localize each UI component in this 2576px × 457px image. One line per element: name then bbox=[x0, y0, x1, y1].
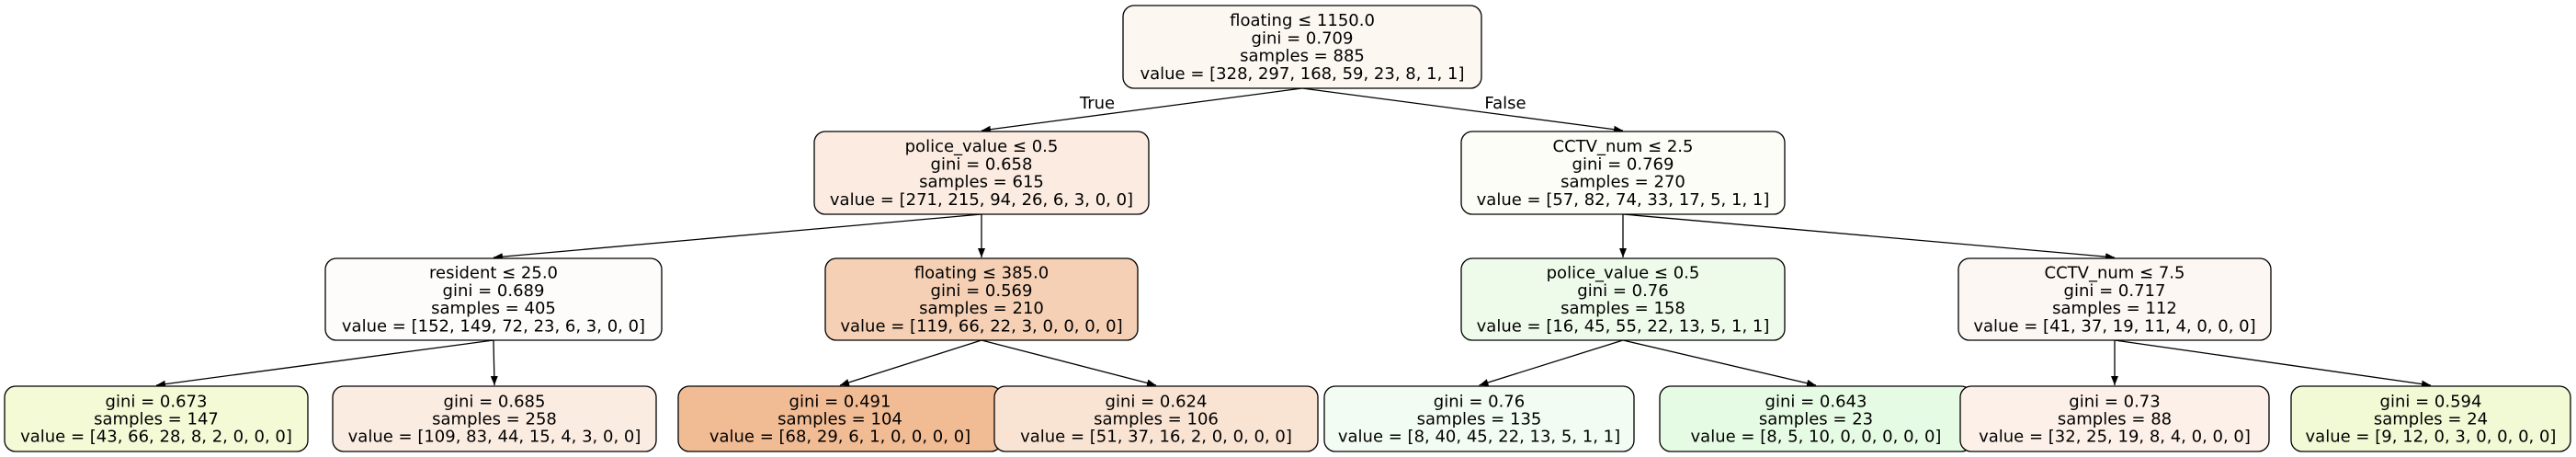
node-samples: samples = 258 bbox=[432, 410, 557, 429]
node-gini: gini = 0.709 bbox=[1252, 29, 1354, 48]
node-value: value = [43, 66, 28, 8, 2, 0, 0, 0] bbox=[20, 428, 292, 447]
node-gini: gini = 0.76 bbox=[1434, 392, 1525, 411]
node-gini: gini = 0.685 bbox=[444, 392, 546, 411]
node-box bbox=[1460, 131, 1786, 215]
tree-edge bbox=[1301, 87, 1624, 133]
node-box bbox=[1122, 5, 1482, 89]
node-gini: gini = 0.689 bbox=[443, 281, 545, 301]
node-samples: samples = 104 bbox=[777, 410, 902, 429]
tree-edge bbox=[1622, 339, 1817, 387]
node-box bbox=[1959, 385, 2270, 452]
node-box bbox=[813, 131, 1150, 215]
node-value: value = [8, 5, 10, 0, 0, 0, 0, 0] bbox=[1691, 428, 1942, 447]
node-box bbox=[4, 385, 309, 452]
node-value: value = [328, 297, 168, 59, 23, 8, 1, 1] bbox=[1140, 64, 1464, 84]
node-samples: samples = 615 bbox=[919, 173, 1044, 192]
tree-edge bbox=[1479, 339, 1624, 386]
node-box bbox=[993, 385, 1319, 452]
node-box bbox=[1958, 257, 2272, 341]
node-box bbox=[2290, 385, 2571, 452]
node-box bbox=[1460, 257, 1786, 341]
node-gini: gini = 0.717 bbox=[2064, 281, 2166, 301]
node-samples: samples = 24 bbox=[2374, 410, 2488, 429]
node-samples: samples = 405 bbox=[431, 299, 556, 318]
edge-label-false: False bbox=[1484, 94, 1526, 113]
node-box bbox=[324, 257, 663, 341]
tree-edge bbox=[981, 87, 1303, 133]
node-value: value = [9, 12, 0, 3, 0, 0, 0, 0] bbox=[2306, 428, 2557, 447]
node-samples: samples = 885 bbox=[1240, 47, 1365, 66]
tree-edge bbox=[155, 339, 494, 388]
node-samples: samples = 158 bbox=[1560, 299, 1685, 318]
node-value: value = [119, 66, 22, 3, 0, 0, 0, 0] bbox=[840, 316, 1122, 336]
node-value: value = [16, 45, 55, 22, 13, 5, 1, 1] bbox=[1477, 316, 1770, 336]
node-split-rule: resident ≤ 25.0 bbox=[429, 264, 558, 283]
node-samples: samples = 112 bbox=[2052, 299, 2177, 318]
tree-edges: True False bbox=[155, 87, 2432, 388]
node-split-rule: police_value ≤ 0.5 bbox=[1547, 264, 1700, 283]
node-split-rule: CCTV_num ≤ 7.5 bbox=[2045, 264, 2185, 283]
node-split-rule: floating ≤ 1150.0 bbox=[1230, 11, 1375, 30]
node-value: value = [271, 215, 94, 26, 6, 3, 0, 0] bbox=[830, 190, 1133, 210]
tree-edge bbox=[839, 339, 982, 386]
node-value: value = [32, 25, 19, 8, 4, 0, 0, 0] bbox=[1979, 428, 2251, 447]
edge-label-true: True bbox=[1079, 94, 1115, 113]
node-samples: samples = 23 bbox=[1759, 410, 1873, 429]
node-box bbox=[1323, 385, 1635, 452]
node-samples: samples = 147 bbox=[94, 410, 219, 429]
node-value: value = [57, 82, 74, 33, 17, 5, 1, 1] bbox=[1477, 190, 1770, 210]
node-value: value = [68, 29, 6, 1, 0, 0, 0, 0] bbox=[709, 428, 970, 447]
node-gini: gini = 0.76 bbox=[1577, 281, 1668, 301]
node-box bbox=[332, 385, 657, 452]
node-gini: gini = 0.673 bbox=[106, 392, 208, 411]
node-value: value = [152, 149, 72, 23, 6, 3, 0, 0] bbox=[342, 316, 645, 336]
node-value: value = [109, 83, 44, 15, 4, 3, 0, 0] bbox=[348, 428, 641, 447]
node-split-rule: police_value ≤ 0.5 bbox=[905, 137, 1059, 156]
node-gini: gini = 0.658 bbox=[931, 154, 1033, 174]
node-gini: gini = 0.569 bbox=[931, 281, 1033, 301]
node-value: value = [51, 37, 16, 2, 0, 0, 0, 0] bbox=[1020, 428, 1292, 447]
node-samples: samples = 210 bbox=[919, 299, 1044, 318]
node-samples: samples = 106 bbox=[1094, 410, 1219, 429]
node-samples: samples = 88 bbox=[2058, 410, 2172, 429]
node-samples: samples = 135 bbox=[1417, 410, 1542, 429]
node-gini: gini = 0.769 bbox=[1572, 154, 1674, 174]
node-gini: gini = 0.643 bbox=[1765, 392, 1867, 411]
node-split-rule: CCTV_num ≤ 2.5 bbox=[1553, 137, 1694, 156]
node-gini: gini = 0.73 bbox=[2069, 392, 2160, 411]
tree-edge bbox=[493, 213, 982, 261]
node-box bbox=[824, 257, 1139, 341]
tree-edge bbox=[2114, 339, 2432, 388]
tree-edge bbox=[981, 339, 1157, 387]
node-value: value = [41, 37, 19, 11, 4, 0, 0, 0] bbox=[1973, 316, 2255, 336]
node-gini: gini = 0.594 bbox=[2380, 392, 2482, 411]
node-gini: gini = 0.624 bbox=[1106, 392, 1208, 411]
node-split-rule: floating ≤ 385.0 bbox=[914, 264, 1049, 283]
node-value: value = [8, 40, 45, 22, 13, 5, 1, 1] bbox=[1338, 428, 1620, 447]
tree-edge bbox=[1622, 213, 2116, 261]
node-gini: gini = 0.491 bbox=[789, 392, 891, 411]
node-samples: samples = 270 bbox=[1560, 173, 1685, 192]
